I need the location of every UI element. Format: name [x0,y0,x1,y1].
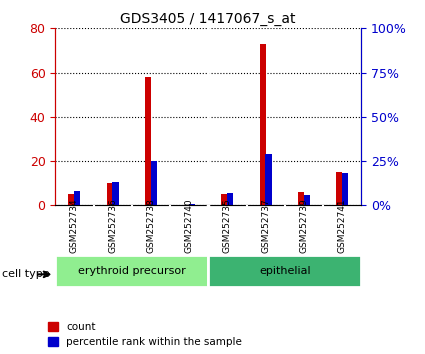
Bar [145,77,151,205]
Bar [55,255,208,287]
Text: GSM252739: GSM252739 [299,199,309,253]
Bar [150,161,157,205]
Text: GSM252737: GSM252737 [261,199,270,253]
Text: GSM252741: GSM252741 [337,199,347,253]
Bar [336,172,343,205]
Title: GDS3405 / 1417067_s_at: GDS3405 / 1417067_s_at [121,12,296,26]
Bar [298,192,304,205]
Text: GSM252740: GSM252740 [184,199,194,253]
Bar [227,193,233,205]
Text: GSM252734: GSM252734 [70,199,79,253]
Legend: count, percentile rank within the sample: count, percentile rank within the sample [48,322,242,347]
Bar [68,194,75,205]
Bar [342,173,348,205]
Bar [189,204,195,205]
Text: GSM252738: GSM252738 [146,199,156,253]
Bar [112,182,119,205]
Bar [303,195,310,205]
Text: GSM252736: GSM252736 [108,199,117,253]
Bar [107,183,113,205]
Text: GSM252735: GSM252735 [223,199,232,253]
Text: epithelial: epithelial [259,266,311,276]
Bar [74,191,80,205]
Text: erythroid precursor: erythroid precursor [78,266,186,276]
Bar [221,194,228,205]
Text: cell type: cell type [2,269,50,279]
Bar [265,154,272,205]
Bar [208,255,361,287]
Bar [260,44,266,205]
